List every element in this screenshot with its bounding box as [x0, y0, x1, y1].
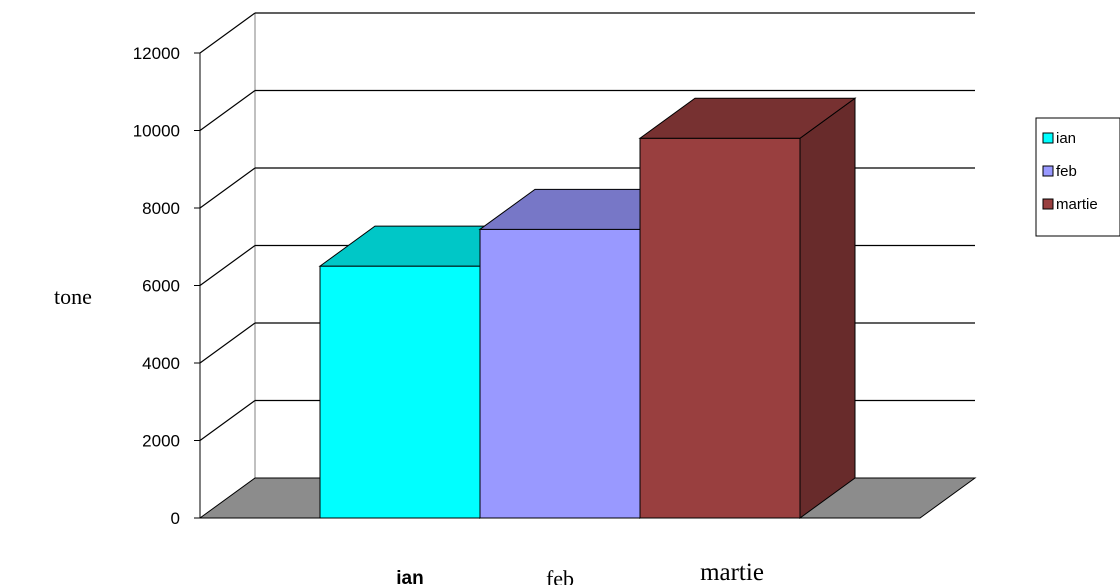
y-axis-label: tone — [54, 284, 92, 309]
y-tick-label: 6000 — [142, 277, 180, 296]
gridline-depth — [199, 167, 256, 209]
bar-front — [479, 228, 641, 519]
bar-front — [639, 137, 801, 519]
bar-side — [799, 97, 856, 519]
y-tick-label: 4000 — [142, 354, 180, 373]
gridline-depth — [199, 322, 256, 364]
y-tick-label: 12000 — [133, 44, 180, 63]
bar-top — [638, 97, 857, 139]
category-label-ian: ian — [396, 568, 423, 585]
category-label-feb: feb — [546, 566, 574, 585]
gridline-depth — [199, 245, 256, 286]
gridline-depth — [199, 90, 256, 131]
y-tick-label: 0 — [171, 509, 180, 528]
legend-label-martie: martie — [1056, 196, 1098, 213]
legend-swatch-ian — [1042, 132, 1054, 144]
y-tick-label: 8000 — [142, 199, 180, 218]
y-tick-label: 2000 — [142, 432, 180, 451]
y-tick-label: 10000 — [133, 122, 180, 141]
bar-martie — [638, 97, 857, 519]
legend-label-feb: feb — [1056, 163, 1077, 180]
legend-swatch-feb — [1042, 165, 1054, 177]
legend: ian feb martie — [1035, 117, 1120, 237]
legend-label-ian: ian — [1056, 130, 1076, 147]
legend-swatch-martie — [1042, 198, 1054, 210]
bars — [318, 97, 857, 519]
gridline-depth — [199, 400, 256, 441]
x-axis-category-labels: ian feb martie — [396, 559, 764, 585]
bar-front — [319, 265, 481, 519]
category-label-martie: martie — [700, 559, 764, 585]
y-axis-ticks: 0 2000 4000 6000 8000 10000 12000 — [133, 44, 201, 528]
gridline-depth — [199, 12, 256, 54]
